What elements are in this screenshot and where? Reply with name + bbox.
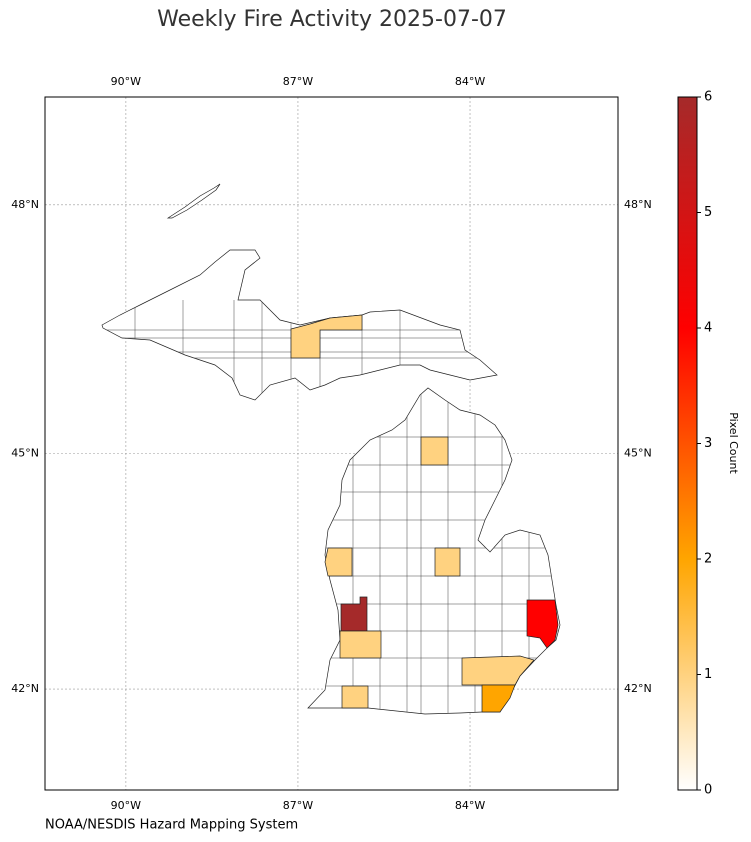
map-title: Weekly Fire Activity 2025-07-07 xyxy=(157,7,507,32)
lon-tick-label: 87°W xyxy=(283,799,313,812)
colorbar-tick-label: 4 xyxy=(704,321,712,336)
lon-tick-label: 90°W xyxy=(111,799,141,812)
source-note: NOAA/NESDIS Hazard Mapping System xyxy=(45,818,298,833)
isle-royale xyxy=(166,183,221,219)
map-frame xyxy=(44,96,619,791)
fire-county xyxy=(526,599,559,649)
fire-county xyxy=(290,314,363,359)
fire-county xyxy=(434,547,461,577)
lat-tick-label: 45°N xyxy=(11,446,39,459)
colorbar-tick-label: 2 xyxy=(704,552,712,567)
colorbar xyxy=(677,96,698,791)
lat-tick-label: 42°N xyxy=(11,682,39,695)
lat-tick-label: 42°N xyxy=(624,682,652,695)
upper-peninsula xyxy=(101,249,498,401)
lat-tick-label: 45°N xyxy=(624,446,652,459)
lat-tick-label: 48°N xyxy=(624,198,652,211)
lon-tick-label: 84°W xyxy=(455,75,485,88)
fire-county xyxy=(481,684,516,713)
fire-county xyxy=(339,630,382,659)
lon-tick-label: 90°W xyxy=(111,75,141,88)
lat-tick-label: 48°N xyxy=(11,198,39,211)
colorbar-tick-label: 6 xyxy=(704,90,712,105)
fire-county xyxy=(324,547,353,577)
fire-county xyxy=(420,436,449,466)
lon-tick-label: 84°W xyxy=(455,799,485,812)
colorbar-tick-label: 1 xyxy=(704,667,712,682)
fire-county xyxy=(461,655,535,686)
colorbar-label: Pixel Count xyxy=(727,412,740,474)
colorbar-tick-label: 3 xyxy=(704,436,712,451)
colorbar-tick-label: 5 xyxy=(704,205,712,220)
fire-counties xyxy=(290,314,559,713)
fire-county xyxy=(341,685,369,709)
colorbar-tick-label: 0 xyxy=(704,783,712,798)
lon-tick-label: 87°W xyxy=(283,75,313,88)
